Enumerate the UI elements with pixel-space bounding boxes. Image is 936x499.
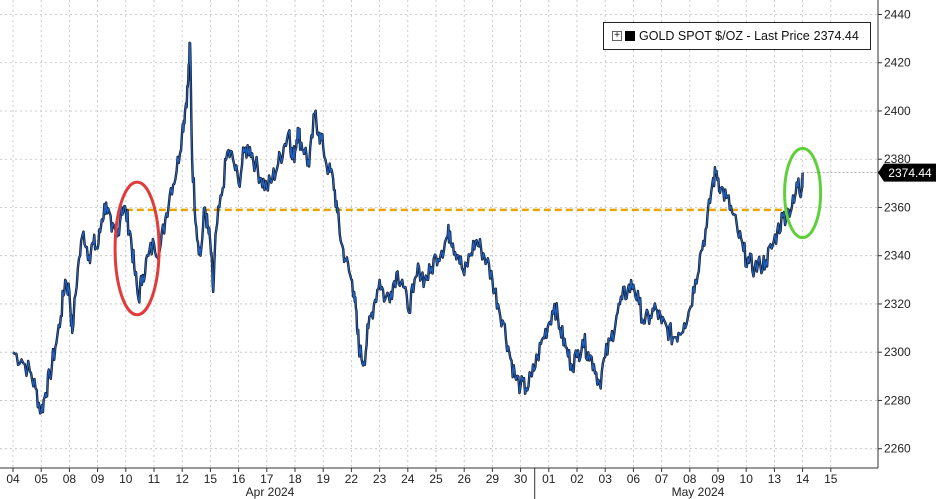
price-line — [12, 42, 804, 414]
x-tick-label: 15 — [824, 472, 838, 486]
x-tick-label: 29 — [486, 472, 500, 486]
y-tick-label: 2340 — [884, 249, 911, 263]
x-tick-label: 17 — [260, 472, 274, 486]
y-tick-label: 2440 — [884, 7, 911, 21]
x-tick-label: 11 — [148, 472, 161, 486]
x-tick-label: 02 — [570, 472, 584, 486]
x-tick-label: 01 — [542, 472, 556, 486]
x-tick-label: 18 — [288, 472, 302, 486]
month-label-apr: Apr 2024 — [246, 485, 295, 499]
month-label-may: May 2024 — [672, 485, 725, 499]
y-tick-label: 2320 — [884, 297, 911, 311]
x-tick-label: 10 — [119, 472, 133, 486]
x-tick-label: 22 — [345, 472, 359, 486]
legend-value: 2374.44 — [813, 29, 859, 43]
x-tick-label: 15 — [204, 472, 218, 486]
series-layer — [12, 41, 804, 415]
last-price-label: 2374.44 — [888, 166, 932, 180]
y-tick-label: 2260 — [884, 442, 911, 456]
x-tick-label: 19 — [317, 472, 331, 486]
price-line-shadow — [12, 41, 804, 415]
x-tick-label: 09 — [711, 472, 725, 486]
legend-expand-icon[interactable]: + — [612, 31, 622, 41]
x-tick-label: 12 — [176, 472, 190, 486]
legend-swatch — [625, 31, 635, 41]
last-price-tag — [878, 163, 936, 182]
x-tick-label: 05 — [35, 472, 49, 486]
annotation-layer — [113, 146, 823, 317]
y-tick-label: 2380 — [884, 152, 911, 166]
x-tick-label: 09 — [91, 472, 105, 486]
x-tick-label: 07 — [655, 472, 669, 486]
x-tick-label: 08 — [63, 472, 77, 486]
x-tick-label: 24 — [401, 472, 415, 486]
green-ellipse-annotation — [783, 146, 823, 240]
grid-lines — [0, 0, 878, 468]
legend-label: GOLD SPOT $/OZ - Last Price — [639, 29, 810, 43]
x-tick-label: 06 — [627, 472, 641, 486]
x-tick-label: 14 — [796, 472, 810, 486]
y-tick-label: 2400 — [884, 104, 911, 118]
y-tick-label: 2300 — [884, 345, 911, 359]
y-tick-label: 2360 — [884, 200, 911, 214]
x-tick-label: 08 — [683, 472, 697, 486]
x-tick-label: 26 — [458, 472, 472, 486]
x-tick-label: 25 — [429, 472, 443, 486]
y-tick-label: 2280 — [884, 393, 911, 407]
x-tick-label: 23 — [373, 472, 387, 486]
x-tick-label: 16 — [232, 472, 246, 486]
x-tick-label: 13 — [768, 472, 782, 486]
x-tick-label: 04 — [6, 472, 20, 486]
y-tick-label: 2420 — [884, 56, 911, 70]
x-tick-label: 30 — [514, 472, 528, 486]
x-tick-label: 03 — [599, 472, 613, 486]
red-ellipse-annotation — [113, 180, 161, 317]
chart-legend: + GOLD SPOT $/OZ - Last Price 2374.44 — [603, 22, 871, 50]
x-tick-label: 10 — [740, 472, 754, 486]
